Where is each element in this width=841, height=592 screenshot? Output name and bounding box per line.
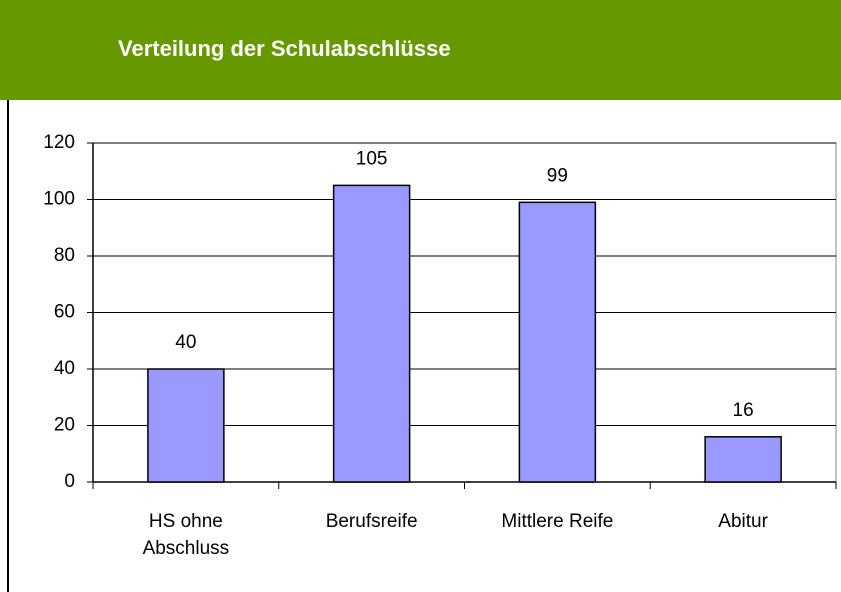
data-label: 40 bbox=[175, 332, 196, 353]
y-tick-label: 120 bbox=[43, 132, 75, 153]
y-tick-label: 80 bbox=[54, 245, 75, 266]
x-tick-label: Berufsreife bbox=[325, 511, 418, 532]
data-label: 16 bbox=[733, 400, 754, 421]
header-band bbox=[0, 0, 841, 100]
bar bbox=[704, 436, 782, 483]
data-label: 105 bbox=[356, 148, 388, 169]
y-tick-label: 40 bbox=[54, 358, 75, 379]
y-tick-label: 100 bbox=[43, 189, 75, 210]
y-tick-label: 0 bbox=[64, 471, 75, 492]
x-tick-label: Abitur bbox=[718, 511, 768, 532]
bar bbox=[147, 368, 225, 483]
bar bbox=[518, 201, 597, 483]
data-label: 99 bbox=[547, 165, 568, 186]
bar bbox=[332, 184, 411, 483]
y-tick-label: 60 bbox=[54, 302, 75, 323]
chart-title: Verteilung der Schulabschlüsse bbox=[118, 36, 451, 61]
x-tick-label: Mittlere Reife bbox=[501, 511, 614, 532]
y-tick-label: 20 bbox=[54, 415, 75, 436]
x-tick-label: HS ohne Abschluss bbox=[142, 511, 230, 559]
